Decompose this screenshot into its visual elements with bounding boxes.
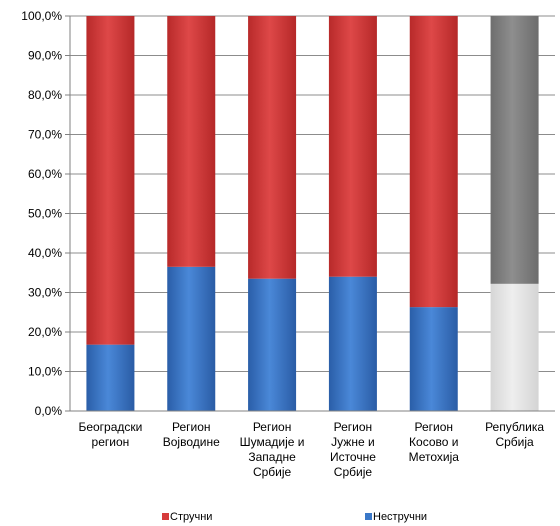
y-tick-label: 80,0% [28,88,62,102]
bar-segment-nestrucni [248,278,297,411]
bar-segment-nestrucni [86,344,135,411]
y-tick-label: 10,0% [28,365,62,379]
y-tick-label: 30,0% [28,286,62,300]
x-category-label: Регион Војводине [163,420,220,449]
legend: Стручни Нестручни [162,511,427,523]
legend-item: Нестручни [365,511,427,523]
bars [86,16,539,411]
bar-segment-strucni [490,16,539,284]
x-axis-category-labels: Београдски регион Регион Војводине Регион Шум… [78,420,544,479]
legend-label: Стручни [170,511,212,523]
bar-segment-strucni [167,16,216,267]
y-axis-tick-labels: 0,0% 10,0% 20,0% 30,0% 40,0% 50,0% 60,0% 70,0% 8… [21,9,62,418]
x-category-label: Република Србија [485,420,544,449]
y-tick-label: 20,0% [28,325,62,339]
gridlines [70,15,555,412]
bar-segment-strucni [86,16,135,345]
x-category-label: Регион Шумадије и Западне Србије [240,420,305,479]
x-category-label: Регион Јужне и Источне Србије [330,420,376,479]
bar-segment-strucni [248,16,297,279]
y-tick-label: 0,0% [35,404,63,418]
y-tick-label: 50,0% [28,207,62,221]
y-tick-label: 60,0% [28,167,62,181]
y-tick-label: 40,0% [28,246,62,260]
y-tick-label: 90,0% [28,49,62,63]
y-tick-label: 70,0% [28,128,62,142]
bar-segment-strucni [409,16,458,308]
x-category-label: Регион Косово и Метохија [409,420,460,464]
bar-segment-nestrucni [328,276,377,411]
legend-label: Нестручни [373,511,427,523]
bar-segment-strucni [328,16,377,277]
bar-segment-nestrucni [490,283,539,411]
legend-swatch [365,513,372,520]
axes [65,15,555,412]
y-tick-label: 100,0% [21,9,62,23]
legend-swatch [162,513,169,520]
x-category-label: Београдски регион [78,420,142,449]
legend-item: Стручни [162,511,212,523]
bar-segment-nestrucni [409,307,458,411]
bar-segment-nestrucni [167,266,216,411]
